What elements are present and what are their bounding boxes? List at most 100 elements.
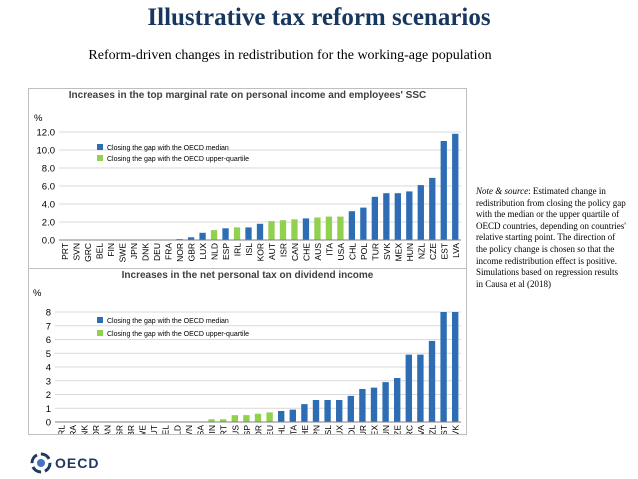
x-tick-label: ISL (323, 425, 333, 434)
x-tick-label: SVK (451, 425, 461, 434)
oecd-logo-icon (30, 452, 52, 474)
bar-nzl (417, 185, 424, 240)
legend-swatch-median (97, 144, 103, 150)
bar-isr (279, 220, 287, 240)
x-tick-label: LUX (198, 243, 208, 260)
x-tick-label: ESP (221, 243, 231, 260)
x-tick-label: JPN (129, 243, 139, 259)
bar-ita (325, 216, 333, 240)
y-tick-label: 4 (46, 363, 51, 374)
y-axis-label: % (34, 113, 43, 124)
chart-title: Increases in the top marginal rate on pe… (68, 90, 427, 101)
x-tick-label: HUN (381, 425, 391, 434)
bar-mex (370, 387, 378, 422)
x-tick-label: FRA (164, 243, 174, 260)
note-source: Note & source: Estimated change in redis… (476, 186, 626, 290)
bar-nzl (428, 340, 436, 422)
y-tick-label: 6.0 (42, 182, 55, 193)
bar-est (440, 312, 447, 422)
y-tick-label: 12.0 (37, 128, 56, 139)
bar-can (291, 219, 298, 240)
x-tick-label: FIN (106, 243, 116, 257)
x-tick-label: AUS (313, 243, 323, 261)
x-tick-label: USA (196, 425, 206, 434)
bar-grc (405, 354, 412, 422)
x-tick-label: NOR (254, 425, 264, 434)
bar-kor (256, 223, 264, 240)
x-tick-label: GRC (404, 425, 414, 434)
x-tick-label: LVA (451, 243, 461, 258)
legend-label-quartile: Closing the gap with the OECD upper-quar… (107, 156, 249, 163)
x-tick-label: POL (359, 243, 369, 260)
x-tick-label: SVK (382, 243, 392, 260)
x-tick-label: USA (336, 243, 346, 261)
chart-title: Increases in the net personal tax on div… (121, 270, 374, 281)
x-tick-label: BEL (95, 243, 105, 259)
bar-isl (245, 227, 252, 240)
x-tick-label: LUX (335, 425, 345, 434)
bar-mex (394, 193, 401, 240)
legend-label-quartile: Closing the gap with the OECD upper-quar… (107, 331, 249, 338)
y-tick-label: 8 (46, 308, 51, 319)
x-tick-label: TUR (358, 425, 368, 434)
bar-nld (210, 230, 218, 240)
x-tick-label: SVN (184, 425, 194, 434)
x-tick-label: CZE (428, 243, 438, 260)
legend-swatch-median (97, 317, 103, 323)
bar-esp (222, 228, 229, 240)
x-tick-label: MEX (393, 243, 403, 262)
x-tick-label: TUR (370, 243, 380, 260)
bar-esp (243, 415, 250, 422)
x-tick-label: DEU (152, 243, 162, 261)
x-tick-label: DEU (265, 425, 275, 434)
bar-cze (429, 177, 436, 240)
y-tick-label: 7 (46, 321, 51, 332)
x-tick-label: EST (439, 425, 449, 434)
y-tick-label: 4.0 (42, 200, 55, 211)
x-tick-label: KOR (91, 425, 101, 434)
bar-jpn (312, 400, 320, 422)
bar-isl (324, 400, 331, 422)
bar-est (440, 141, 447, 240)
x-tick-label: ITA (324, 243, 334, 256)
bar-svk (383, 193, 390, 240)
x-tick-label: CHL (347, 243, 357, 260)
x-tick-label: CHE (301, 243, 311, 261)
x-tick-label: ISL (244, 243, 254, 256)
x-tick-label: NLD (210, 243, 220, 260)
bar-lux (199, 232, 206, 240)
x-tick-label: CHL (277, 425, 287, 434)
y-tick-label: 3 (46, 376, 51, 387)
x-tick-label: NLD (172, 425, 182, 434)
bar-prt (220, 419, 227, 422)
x-tick-label: KOR (256, 243, 266, 261)
x-tick-label: CZE (393, 425, 403, 434)
x-tick-label: GRC (83, 243, 93, 262)
note-text: : Estimated change in redistribution fro… (476, 186, 626, 266)
legend-label-median: Closing the gap with the OECD median (107, 145, 229, 152)
x-tick-label: ISR (114, 425, 124, 434)
x-tick-label: BEL (161, 425, 171, 434)
x-tick-label: MEX (370, 425, 380, 434)
bar-ita (289, 409, 296, 422)
note-text-2: Simulations based on regression results … (476, 267, 618, 289)
x-tick-label: ESP (242, 425, 252, 434)
bar-aus (231, 415, 238, 422)
y-tick-label: 6 (46, 335, 51, 346)
bar-chl (348, 211, 356, 240)
note-label: Note & source (476, 186, 529, 196)
x-tick-label: GBR (126, 425, 136, 434)
bar-lva (417, 354, 424, 422)
oecd-logo-text: OECD (55, 455, 100, 471)
x-tick-label: AUT (149, 425, 159, 434)
x-tick-label: HUN (405, 243, 415, 261)
bar-gbr (187, 237, 195, 240)
x-tick-label: SWE (118, 243, 128, 263)
bar-aut (268, 221, 275, 240)
x-tick-label: CAN (103, 425, 113, 434)
x-tick-label: NOR (175, 243, 185, 262)
x-tick-label: PRT (60, 243, 70, 260)
y-tick-label: 1 (46, 404, 51, 415)
y-tick-label: 0 (46, 418, 51, 429)
